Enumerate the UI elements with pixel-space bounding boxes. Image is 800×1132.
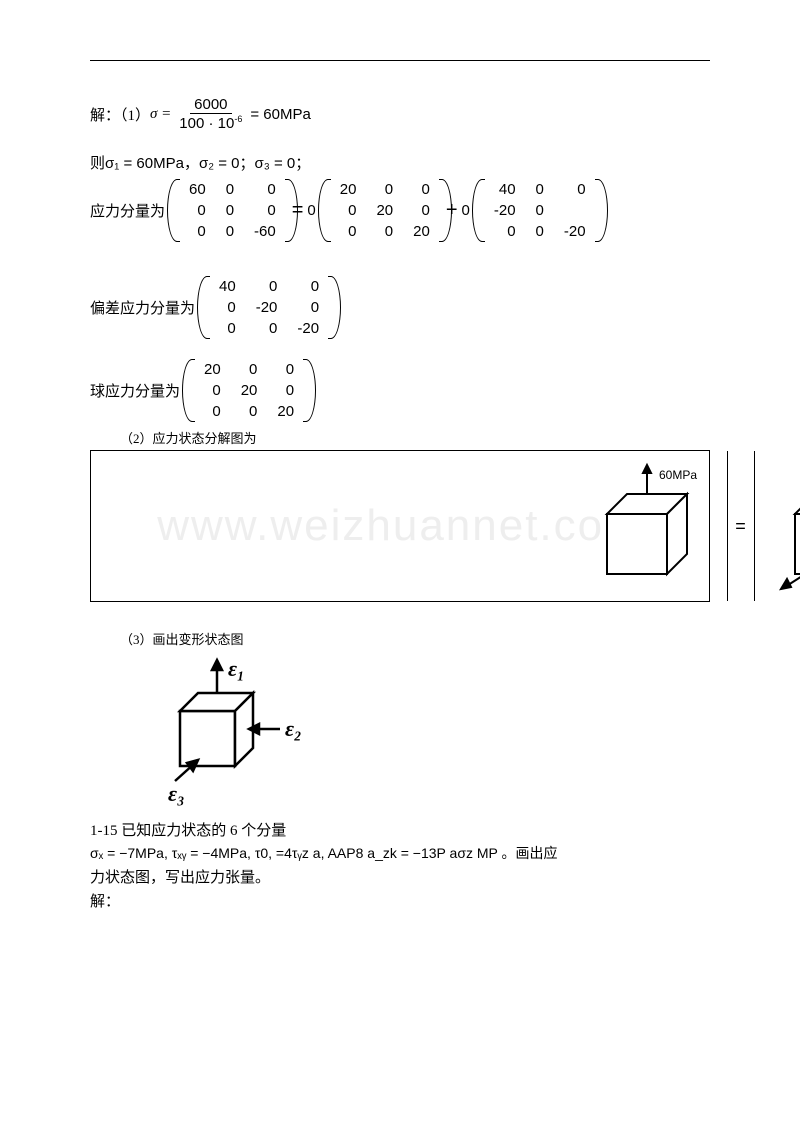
coef-0b: 0	[462, 202, 470, 219]
svg-text:ε₃: ε₃	[168, 781, 185, 806]
eq-rhs: = 60MPa	[250, 106, 310, 123]
label-sec3: （3）画出变形状态图	[120, 629, 710, 648]
matrix-sph: 2000 0200 0020	[194, 359, 304, 422]
coef-0a: 0	[307, 202, 315, 219]
matrix-2: 2000 0200 0020	[330, 179, 440, 242]
spherical-line: 球应力分量为 2000 0200 0020	[90, 359, 710, 422]
label-dev: 偏差应力分量为	[90, 297, 195, 318]
solution-1-line: 解：（1） σ = 6000 100 · 10-6 = 60MPa	[90, 96, 710, 132]
cube-2-svg: 20MPa 20MPa 20MPa	[755, 459, 800, 594]
deform-svg: ε₁ ε₂ ε₃	[140, 651, 320, 811]
deviator-line: 偏差应力分量为 4000 0-200 00-20	[90, 276, 710, 339]
label-sec2: （2）应力状态分解图为	[120, 428, 710, 447]
sigma-eq: σ =	[150, 106, 171, 123]
svg-text:60MPa: 60MPa	[659, 468, 697, 482]
prob-1-15-a: 1-15 已知应力状态的 6 个分量	[90, 819, 710, 840]
label-stresscomp: 应力分量为	[90, 200, 165, 221]
deformation-diagram: ε₁ ε₂ ε₃	[140, 651, 710, 816]
watermark: www.weizhuannet.com	[157, 451, 643, 601]
prob-1-15-d: 解：	[90, 890, 710, 911]
fraction: 6000 100 · 10-6	[175, 96, 246, 132]
label-sph: 球应力分量为	[90, 380, 180, 401]
stress-component-line: 应力分量为 6000 000 00-60 = 0 2000 0200 0020 …	[90, 179, 710, 242]
matrix-dev: 4000 0-200 00-20	[209, 276, 329, 339]
prob-1-15-c: 力状态图，写出应力张量。	[90, 866, 710, 887]
svg-text:ε₂: ε₂	[285, 716, 302, 741]
matrix-1: 6000 000 00-60	[179, 179, 286, 242]
cube-cell-eq: =	[727, 451, 754, 601]
cube-cell-2: 20MPa 20MPa 20MPa	[754, 451, 800, 601]
label-sol1: 解：（1）	[90, 104, 150, 125]
principal-stress-line: 则σ₁ = 60MPa，σ₂ = 0；σ₃ = 0；	[90, 152, 710, 173]
decomposition-diagram: www.weizhuannet.com 60MPa =	[90, 450, 710, 602]
cube-cell-1: 60MPa	[577, 451, 727, 601]
top-rule	[90, 60, 710, 61]
svg-text:ε₁: ε₁	[228, 656, 245, 681]
matrix-3: 4000 -200 00-20	[484, 179, 596, 242]
prob-1-15-b: σₓ = −7MPa, τₓᵧ = −4MPa, τ0, =4τᵧz a, AA…	[90, 843, 710, 863]
cube-1-svg: 60MPa	[577, 459, 727, 594]
